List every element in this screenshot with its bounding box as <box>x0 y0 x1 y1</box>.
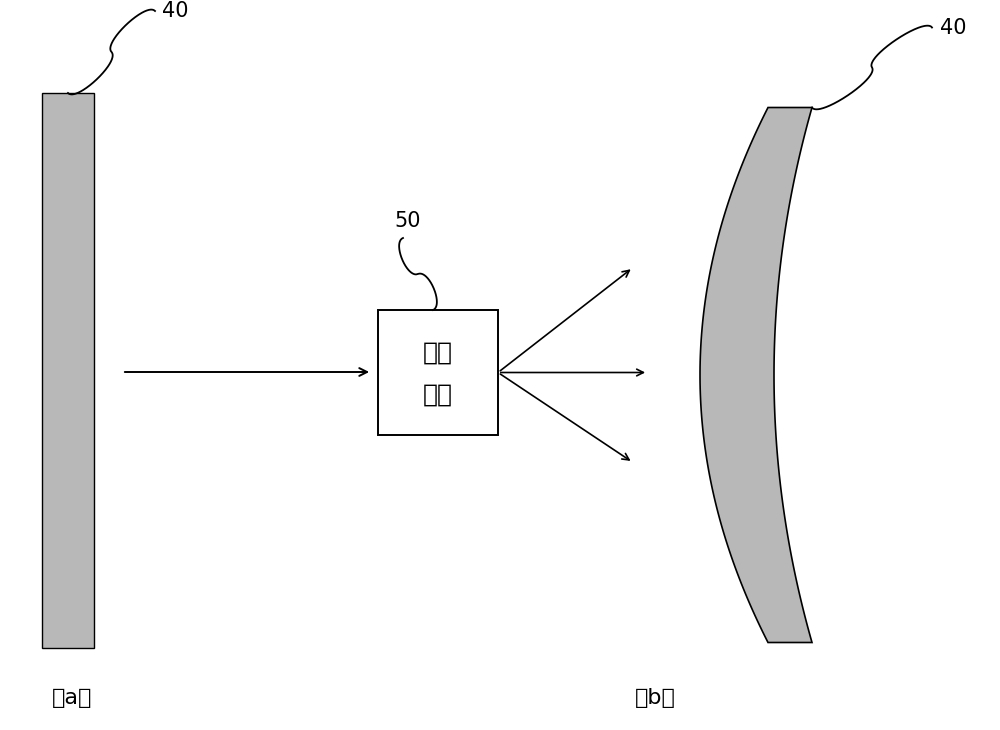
Text: 50: 50 <box>395 211 421 231</box>
Text: （b）: （b） <box>635 688 675 708</box>
Text: 波长: 波长 <box>423 383 453 407</box>
Bar <box>42 93 94 648</box>
Text: （a）: （a） <box>52 688 92 708</box>
Polygon shape <box>700 107 812 642</box>
Text: 特定: 特定 <box>423 340 453 364</box>
Bar <box>378 310 498 435</box>
Text: 40: 40 <box>162 1 188 21</box>
Text: 40: 40 <box>940 18 966 37</box>
